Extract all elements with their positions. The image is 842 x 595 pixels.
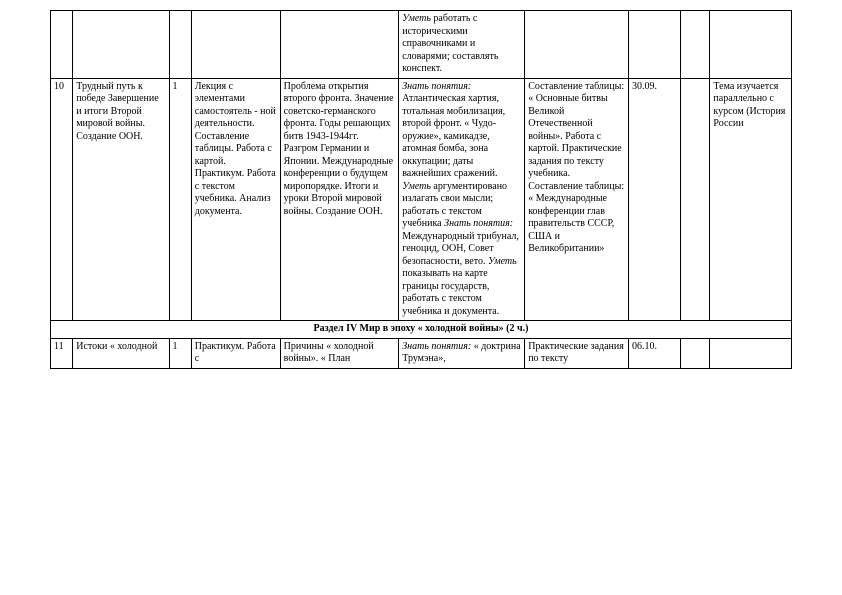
date: 30.09. [628, 78, 680, 321]
activities: Практические задания по тексту [525, 338, 629, 368]
requirements: Знать понятия: Атлантическая хартия, тот… [399, 78, 525, 321]
section-header-row: Раздел IV Мир в эпоху « холодной войны» … [51, 321, 792, 339]
topic: Истоки « холодной [73, 338, 169, 368]
content: Причины « холодной войны». « План [280, 338, 399, 368]
curriculum-table: Уметь работать с историческими справочни… [50, 10, 792, 369]
cell [525, 11, 629, 79]
notes: Тема изучается параллельно с курсом (Ист… [710, 78, 792, 321]
lesson-number: 11 [51, 338, 73, 368]
table-row: Уметь работать с историческими справочни… [51, 11, 792, 79]
date: 06.10. [628, 338, 680, 368]
cell [280, 11, 399, 79]
lesson-number: 10 [51, 78, 73, 321]
cell [51, 11, 73, 79]
hours: 1 [169, 338, 191, 368]
cell [710, 338, 792, 368]
lesson-type: Практикум. Работа с [191, 338, 280, 368]
cell [680, 11, 710, 79]
cell [191, 11, 280, 79]
hours: 1 [169, 78, 191, 321]
table-row: 11 Истоки « холодной 1 Практикум. Работа… [51, 338, 792, 368]
cell [680, 78, 710, 321]
cell [680, 338, 710, 368]
section-title: Раздел IV Мир в эпоху « холодной войны» … [51, 321, 792, 339]
requirements: Знать понятия: « доктрина Трумэна», [399, 338, 525, 368]
topic: Трудный путь к победе Завершение и итоги… [73, 78, 169, 321]
cell [73, 11, 169, 79]
cell [169, 11, 191, 79]
lesson-type: Лекция с элементами самостоятель - ной д… [191, 78, 280, 321]
table-row: 10 Трудный путь к победе Завершение и ит… [51, 78, 792, 321]
cell: Уметь работать с историческими справочни… [399, 11, 525, 79]
activities: Составление таблицы: « Основные битвы Ве… [525, 78, 629, 321]
content: Проблема открытия второго фронта. Значен… [280, 78, 399, 321]
cell [628, 11, 680, 79]
cell [710, 11, 792, 79]
